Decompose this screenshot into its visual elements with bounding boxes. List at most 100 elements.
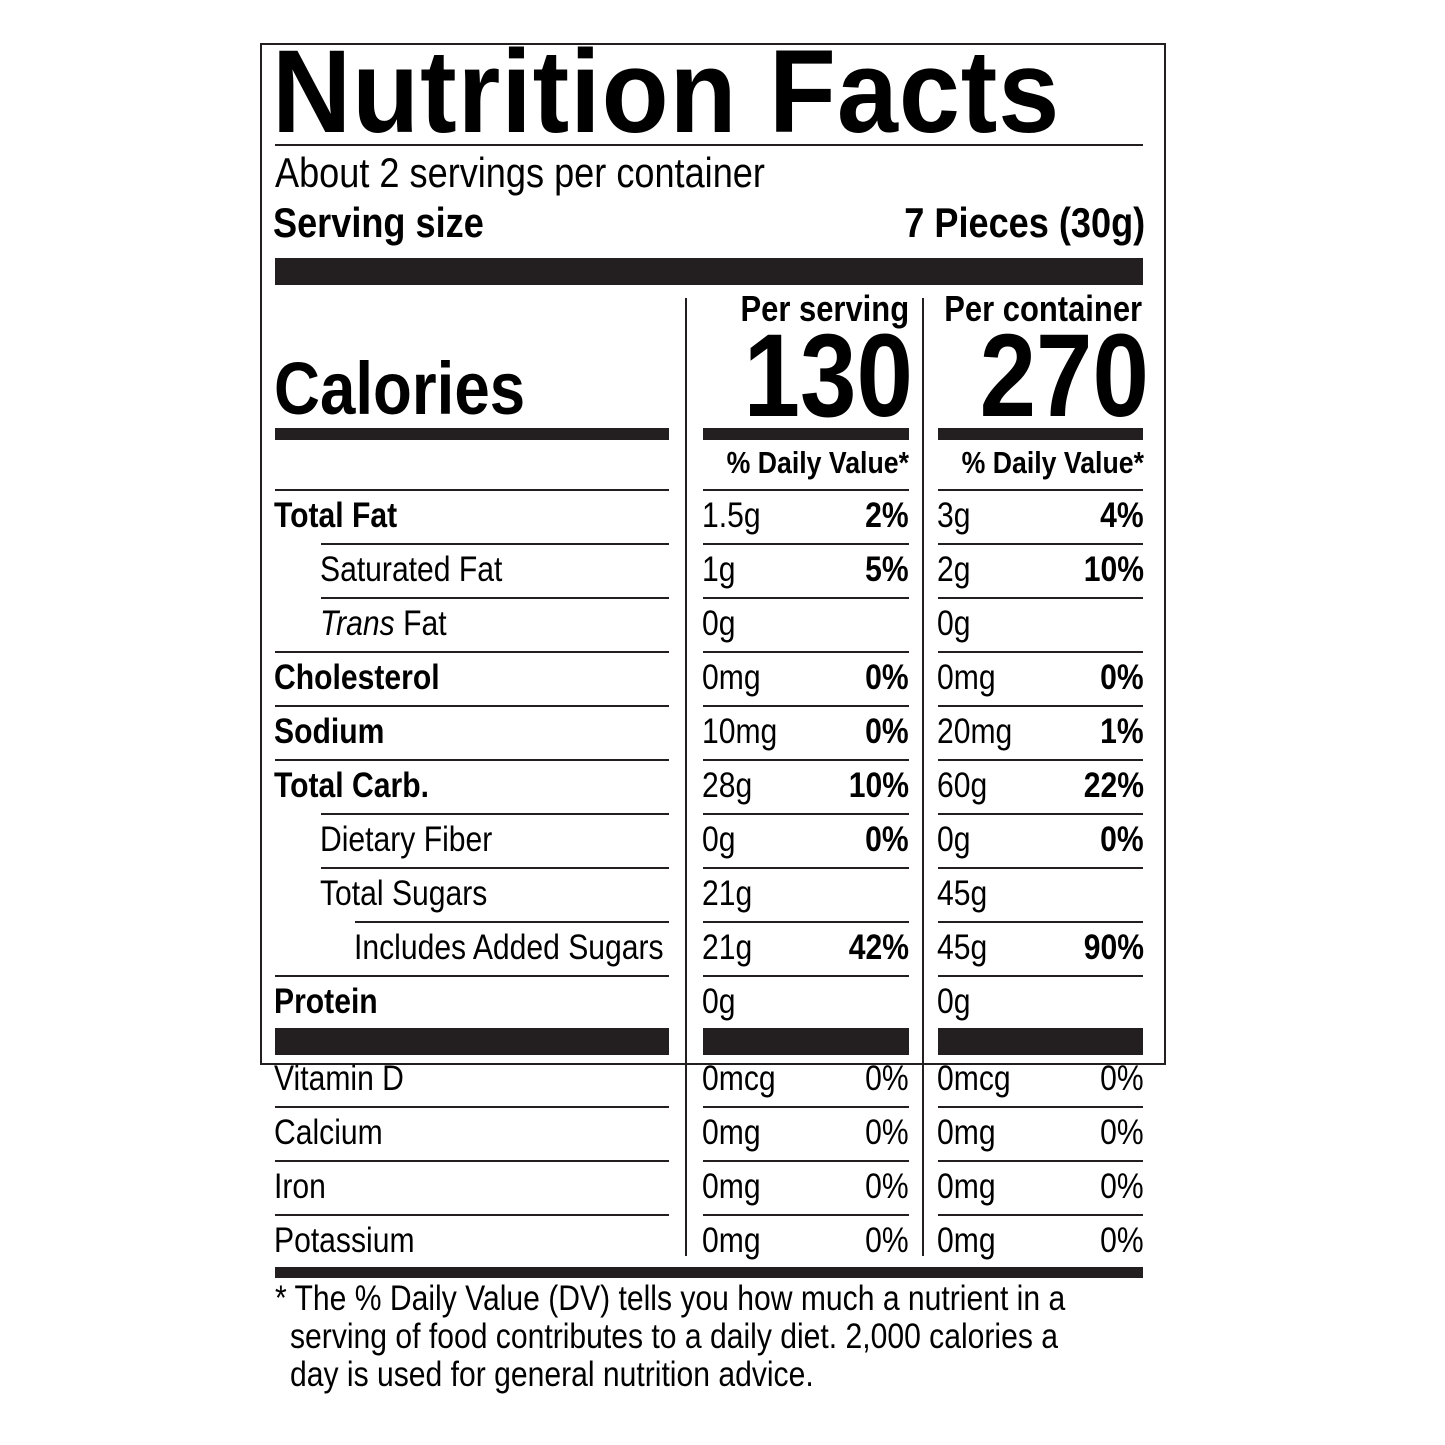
nutrient-name: Sodium [274,706,402,760]
container-amount-text: 0mg [937,658,996,697]
serving-amount-text: 0mg [702,1113,761,1152]
calories-per-serving: 130 [743,310,913,442]
nutrient-name: Includes Added Sugars [354,922,714,976]
row-divider [321,597,669,599]
serving-amount-text: 0mg [702,1167,761,1206]
serving-daily-value-text: 0% [865,1167,909,1206]
container-amount-text: 45g [937,874,988,913]
serving-amount-text: 0g [702,820,736,859]
thick-divider [275,1267,1143,1278]
nutrient-name-text: Vitamin D [274,1059,404,1098]
row-divider [703,1214,909,1216]
row-divider [355,921,669,923]
container-amount-text: 0mg [937,1113,996,1152]
calories-per-container: 270 [979,310,1149,442]
serving-amount: 0mcg [702,1053,788,1107]
row-divider [938,597,1143,599]
container-daily-value-text: 1% [1100,712,1144,751]
container-daily-value-text: 90% [1083,928,1144,967]
row-divider [938,1214,1143,1216]
serving-daily-value-text: 0% [865,1113,909,1152]
container-amount: 45g [937,868,995,922]
container-amount-text: 0mg [937,1221,996,1260]
nutrient-name-text: Potassium [274,1221,415,1260]
nutrient-name-text: Dietary Fiber [320,820,493,859]
container-daily-value: 0% [1093,1215,1144,1269]
row-divider [275,1106,669,1108]
serving-amount-text: 1g [702,550,736,589]
row-divider [275,1160,669,1162]
row-divider [938,543,1143,545]
thick-divider [703,1028,909,1055]
nutrient-name-italic: Trans [320,604,395,643]
nutrient-name-text: Total Sugars [320,874,488,913]
row-divider [275,489,669,491]
container-daily-value: 22% [1074,760,1144,814]
serving-amount: 28g [702,760,760,814]
container-daily-value-text: 0% [1100,1167,1144,1206]
serving-size-label: Serving size [273,199,484,246]
serving-amount: 1.5g [702,490,770,544]
nutrient-name-text: Total Carb. [274,766,429,805]
container-daily-value: 0% [1093,652,1144,706]
nutrient-name: Vitamin D [274,1053,425,1107]
serving-amount: 1g [702,544,741,598]
row-divider [275,975,669,977]
container-daily-value-text: 10% [1083,550,1144,589]
container-amount: 0g [937,976,976,1030]
serving-amount: 0mg [702,652,770,706]
row-divider [275,1214,669,1216]
row-divider [938,867,1143,869]
row-divider [275,759,669,761]
container-amount-text: 20mg [937,712,1013,751]
serving-amount-text: 10mg [702,712,778,751]
nutrient-name: Total Carb. [274,760,454,814]
nutrient-row: Total Carb. 28g 10% 60g 22% [0,760,1445,814]
container-daily-value: 0% [1093,1107,1144,1161]
row-divider [703,921,909,923]
nutrient-row: Saturated Fat 1g 5% 2g 10% [0,544,1445,598]
nutrient-name: Iron [274,1161,334,1215]
row-divider [938,651,1143,653]
container-amount-text: 45g [937,928,988,967]
serving-amount-text: 0mg [702,1221,761,1260]
container-amount-text: 0mg [937,1167,996,1206]
nutrient-row: Includes Added Sugars 21g 42% 45g 90% [0,922,1445,976]
row-divider [703,813,909,815]
serving-amount-text: 1.5g [702,496,761,535]
serving-amount: 0mg [702,1161,770,1215]
serving-daily-value-text: 0% [865,820,909,859]
container-amount: 0mg [937,1107,1005,1161]
nutrient-name: Calcium [274,1107,400,1161]
nutrient-row: Sodium 10mg 0% 20mg 1% [0,706,1445,760]
row-divider [938,1160,1143,1162]
row-divider [703,705,909,707]
serving-amount: 0mg [702,1107,770,1161]
serving-daily-value-text: 5% [865,550,909,589]
container-amount-text: 2g [937,550,971,589]
per-serving-label: Per serving [740,288,909,329]
container-amount-text: 0g [937,982,971,1021]
thick-divider [275,258,1143,285]
nutrient-name-text: Sodium [274,712,385,751]
thick-divider [275,428,669,440]
nutrient-name-text: Total Fat [274,496,398,535]
nutrient-row: Total Sugars 21g 45g [0,868,1445,922]
container-daily-value-text: 0% [1100,1059,1144,1098]
serving-daily-value: 0% [858,1161,909,1215]
container-amount-text: 60g [937,766,988,805]
nutrient-name: Total Sugars [320,868,515,922]
container-daily-value-text: 0% [1100,1221,1144,1260]
container-amount: 0mg [937,1215,1005,1269]
nutrient-name: Dietary Fiber [320,814,520,868]
thick-divider [938,1028,1143,1055]
serving-amount-text: 0mg [702,658,761,697]
container-amount-text: 3g [937,496,971,535]
container-amount: 3g [937,490,976,544]
daily-value-header: % Daily Value* [726,445,909,480]
container-daily-value: 0% [1093,1161,1144,1215]
container-amount: 0mg [937,652,1005,706]
servings-per-container: About 2 servings per container [275,149,765,196]
title: Nutrition Facts [272,26,1061,158]
